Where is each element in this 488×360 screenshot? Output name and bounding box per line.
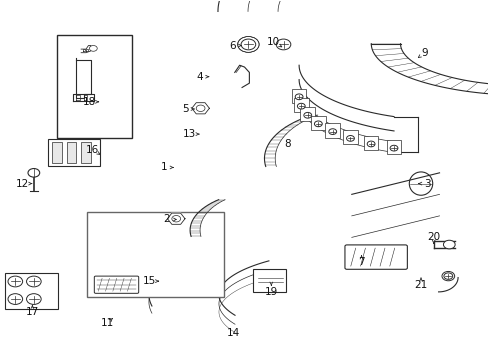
Text: 17: 17 xyxy=(26,307,39,317)
Text: 12: 12 xyxy=(16,179,29,189)
Circle shape xyxy=(366,141,374,147)
FancyBboxPatch shape xyxy=(4,273,58,309)
Bar xyxy=(300,107,314,121)
Bar xyxy=(293,98,308,112)
Bar xyxy=(66,142,76,163)
Text: 21: 21 xyxy=(413,280,427,290)
Circle shape xyxy=(346,135,354,141)
Circle shape xyxy=(295,94,303,100)
Text: 14: 14 xyxy=(227,328,240,338)
Text: 5: 5 xyxy=(182,104,188,114)
Polygon shape xyxy=(191,103,209,114)
FancyBboxPatch shape xyxy=(253,269,286,292)
Circle shape xyxy=(389,145,397,151)
Bar xyxy=(81,142,91,163)
Circle shape xyxy=(171,216,180,222)
Bar xyxy=(343,130,357,144)
Text: 8: 8 xyxy=(284,139,290,149)
Text: 3: 3 xyxy=(423,179,430,189)
Bar xyxy=(52,142,61,163)
Text: 15: 15 xyxy=(142,276,156,286)
Circle shape xyxy=(26,276,41,287)
FancyBboxPatch shape xyxy=(48,139,100,166)
Circle shape xyxy=(196,105,204,112)
Text: 20: 20 xyxy=(426,232,439,242)
Text: 7: 7 xyxy=(358,257,364,267)
Circle shape xyxy=(8,294,22,305)
Circle shape xyxy=(8,276,22,287)
Text: 13: 13 xyxy=(183,129,196,139)
Circle shape xyxy=(297,103,305,109)
Text: 1: 1 xyxy=(161,162,167,172)
Text: 4: 4 xyxy=(196,72,203,82)
Text: 18: 18 xyxy=(82,97,96,107)
FancyBboxPatch shape xyxy=(94,276,139,293)
Text: 2: 2 xyxy=(163,215,169,224)
Bar xyxy=(310,116,325,130)
Text: 10: 10 xyxy=(266,37,280,47)
Bar xyxy=(291,89,306,103)
FancyBboxPatch shape xyxy=(87,212,224,297)
Circle shape xyxy=(443,273,452,279)
Circle shape xyxy=(443,240,454,249)
FancyBboxPatch shape xyxy=(344,245,407,269)
Circle shape xyxy=(441,271,454,281)
FancyBboxPatch shape xyxy=(57,36,132,138)
Polygon shape xyxy=(167,213,184,224)
Text: 9: 9 xyxy=(421,48,427,58)
Bar xyxy=(386,140,401,154)
Circle shape xyxy=(241,39,255,50)
Circle shape xyxy=(303,112,311,118)
Circle shape xyxy=(28,168,40,177)
Text: 6: 6 xyxy=(228,41,235,50)
Circle shape xyxy=(89,45,97,51)
Text: 19: 19 xyxy=(264,287,277,297)
Bar xyxy=(363,136,378,150)
Circle shape xyxy=(328,129,336,135)
Circle shape xyxy=(26,294,41,305)
Text: 16: 16 xyxy=(85,144,99,154)
Circle shape xyxy=(314,121,322,127)
Text: 11: 11 xyxy=(100,319,113,328)
Bar xyxy=(325,123,339,138)
Circle shape xyxy=(276,39,290,50)
